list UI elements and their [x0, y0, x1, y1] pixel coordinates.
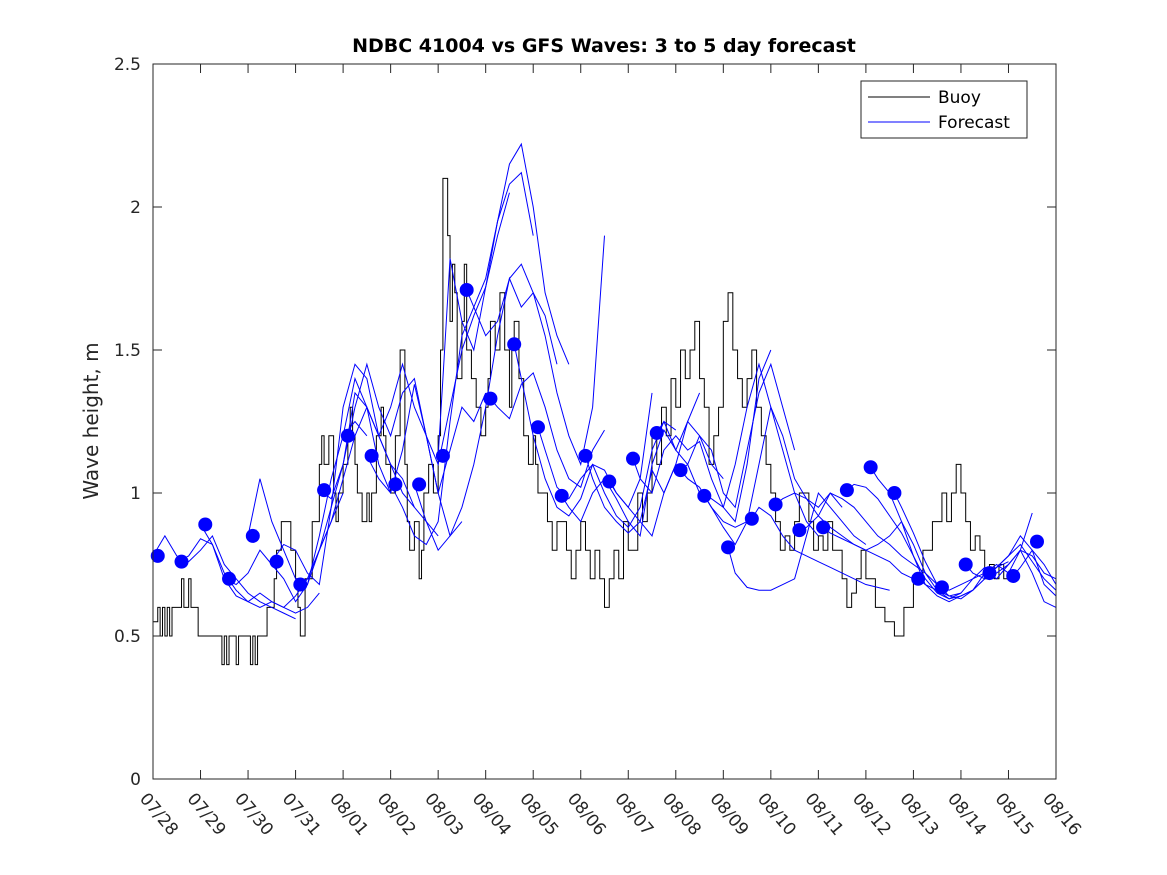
- y-tick-label: 2.5: [114, 55, 141, 75]
- forecast-run-line: [390, 171, 534, 546]
- forecast-marker: [269, 554, 284, 569]
- forecast-run-line: [153, 534, 296, 620]
- y-tick-label: 0.5: [114, 627, 141, 647]
- forecast-marker: [982, 566, 997, 581]
- forecast-run-line: [989, 549, 1056, 608]
- forecast-run-line: [466, 235, 605, 467]
- forecast-run-line: [656, 362, 796, 509]
- forecast-markers: [150, 282, 1044, 595]
- forecast-marker: [626, 451, 641, 466]
- forecast-marker: [1029, 534, 1044, 549]
- forecast-run-line: [799, 492, 938, 585]
- forecast-run-line: [775, 492, 914, 580]
- forecast-marker: [602, 474, 617, 489]
- forecast-marker: [317, 483, 332, 498]
- y-axis-label: Wave height, m: [79, 342, 103, 499]
- y-tick-label: 1: [130, 484, 141, 504]
- forecast-marker: [530, 420, 545, 435]
- forecast-marker: [958, 557, 973, 572]
- forecast-marker: [222, 571, 237, 586]
- forecast-marker: [649, 425, 664, 440]
- forecast-marker: [412, 477, 427, 492]
- legend-forecast-label: Forecast: [938, 113, 1010, 133]
- forecast-series: [153, 142, 1056, 620]
- forecast-marker: [459, 282, 474, 297]
- y-axis: 0 0.5 1 1.5 2 2.5: [114, 55, 1056, 790]
- y-tick-label: 2: [130, 198, 141, 218]
- forecast-marker: [792, 523, 807, 538]
- forecast-run-line: [1012, 549, 1056, 585]
- forecast-marker: [744, 511, 759, 526]
- y-tick-label: 1.5: [114, 341, 141, 361]
- forecast-marker: [768, 497, 783, 512]
- forecast-marker: [435, 448, 450, 463]
- forecast-marker: [673, 463, 688, 478]
- forecast-marker: [554, 488, 569, 503]
- forecast-marker: [934, 580, 949, 595]
- forecast-run-line: [703, 405, 843, 546]
- legend-box: [860, 80, 1028, 139]
- forecast-run-line: [608, 463, 748, 537]
- forecast-marker: [839, 483, 854, 498]
- plot-area-frame: [152, 63, 1057, 780]
- forecast-marker: [388, 477, 403, 492]
- forecast-marker: [150, 548, 165, 563]
- legend: Buoy Forecast: [860, 80, 1028, 139]
- forecast-run-line: [727, 491, 867, 591]
- legend-buoy-label: Buoy: [938, 88, 981, 108]
- forecast-run-line: [490, 371, 605, 489]
- forecast-run-line: [537, 420, 677, 529]
- forecast-run-line: [342, 362, 487, 494]
- forecast-run-line: [632, 349, 772, 523]
- forecast-marker: [816, 520, 831, 535]
- forecast-marker: [863, 460, 878, 475]
- forecast-run-line: [965, 543, 1056, 591]
- forecast-marker: [364, 448, 379, 463]
- forecast-marker: [911, 571, 926, 586]
- forecast-marker: [340, 428, 355, 443]
- forecast-marker: [721, 540, 736, 555]
- forecast-marker: [697, 488, 712, 503]
- chart-title: NDBC 41004 vs GFS Waves: 3 to 5 day fore…: [352, 35, 856, 57]
- forecast-run-line: [437, 142, 570, 456]
- forecast-marker: [245, 528, 260, 543]
- forecast-marker: [1006, 568, 1021, 583]
- forecast-marker: [293, 577, 308, 592]
- forecast-marker: [483, 391, 498, 406]
- forecast-marker: [887, 486, 902, 500]
- forecast-marker: [198, 517, 213, 532]
- forecast-marker: [578, 448, 593, 463]
- forecast-marker: [174, 554, 189, 569]
- forecast-marker: [507, 337, 522, 352]
- y-tick-label: 0: [130, 770, 141, 790]
- forecast-run-line: [751, 506, 890, 591]
